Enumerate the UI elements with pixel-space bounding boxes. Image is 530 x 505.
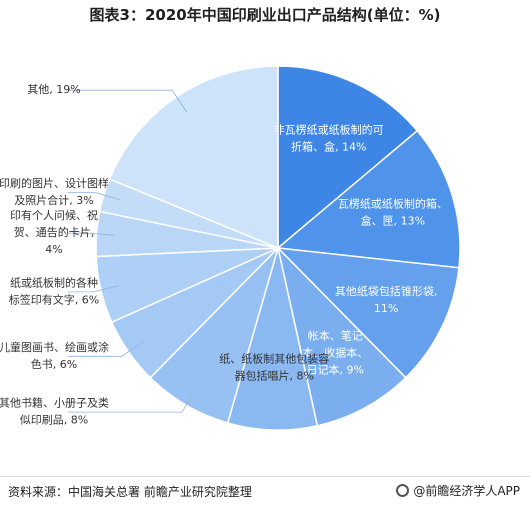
pie-slice-4	[226, 247, 319, 431]
slice-label-3-line-0: 帐本、笔记	[308, 329, 363, 343]
slice-label-6-line-1: 色书, 6%	[31, 357, 77, 371]
slice-label-4-line-0: 纸、纸板制其他包装容	[219, 352, 329, 366]
source-note: 资料来源：中国海关总署 前瞻产业研究院整理	[8, 485, 252, 499]
slice-label-3-line-2: 日记本, 9%	[307, 363, 364, 377]
slice-label-8-line-1: 贺、通告的卡片,	[14, 225, 95, 239]
slice-label-10-line-0: 其他, 19%	[27, 83, 80, 96]
pie-slice-2	[275, 247, 460, 379]
chart-title: 图表3：2020年中国印刷业出口产品结构(单位：%)	[89, 6, 441, 24]
pie-slice-1	[276, 129, 461, 269]
slice-label-3-line-1: 本、收据本、	[302, 346, 368, 360]
slice-label-5-line-1: 似印刷品, 8%	[20, 414, 88, 427]
leader-line-7	[68, 285, 119, 293]
brand-logo-icon	[396, 484, 410, 497]
footer: 资料来源：中国海关总署 前瞻产业研究院整理 @前瞻经济学人APP	[0, 476, 530, 505]
slice-label-8-line-0: 印有个人问候、祝	[10, 208, 98, 222]
leader-line-5	[68, 389, 196, 413]
leader-line-10	[68, 89, 188, 113]
slice-label-7-line-0: 纸或纸板制的各种	[10, 275, 98, 289]
pie-slice-0	[277, 65, 419, 250]
slice-label-0-line-1: 折箱、盒, 14%	[291, 140, 366, 154]
slice-label-1-line-0: 瓦楞纸或纸板制的箱、	[338, 197, 448, 211]
slice-label-2-line-1: 11%	[374, 302, 398, 315]
slice-label-5-line-0: 其他书籍、小册子及类	[0, 396, 109, 410]
slice-label-0-line-0: 非瓦楞纸或纸板制的可	[274, 123, 384, 137]
leader-line-9	[68, 192, 122, 201]
slice-label-4-line-1: 器包括唱片, 8%	[235, 369, 314, 383]
slice-label-2-line-0: 其他纸袋包括锥形袋,	[335, 284, 438, 298]
pie-slice-3	[276, 245, 407, 427]
slice-label-7-line-1: 标签印有文字, 6%	[9, 292, 99, 306]
slice-label-9-line-1: 及照片合计, 3%	[14, 193, 93, 207]
leader-line-8	[68, 232, 115, 236]
brand-name: @前瞻经济学人APP	[413, 484, 520, 498]
leader-lines	[68, 89, 196, 413]
leader-line-6	[68, 341, 144, 357]
slice-label-9-line-0: 印刷的图片、设计图样	[0, 176, 109, 190]
slice-label-8-line-2: 4%	[45, 243, 62, 256]
brand: @前瞻经济学人APP	[396, 482, 520, 499]
slice-label-1-line-1: 盒、匣, 13%	[361, 214, 425, 228]
pie-slices	[95, 65, 461, 431]
slice-label-6-line-0: 儿童图画书、绘画或涂	[0, 340, 109, 354]
